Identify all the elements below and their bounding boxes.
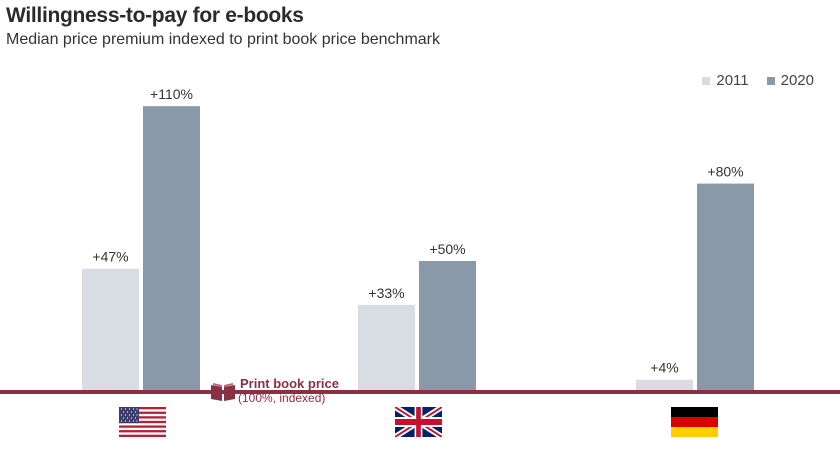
bar-2011-1 [358,304,415,390]
bar-label-2020-2: +80% [707,164,743,180]
chart-title: Willingness-to-pay for e-books [6,4,304,27]
legend-item-2020: 2020 [766,72,814,89]
bar-label-2020-1: +50% [429,241,465,257]
legend-swatch-2011 [702,76,711,85]
germany-flag-icon [671,407,718,437]
bar-2011-0 [82,268,139,390]
bar-2020-1 [419,261,476,390]
bar-label-2011-1: +33% [368,285,404,301]
legend-swatch-2020 [766,76,775,85]
bar-2020-2 [697,183,754,390]
legend-label-2011: 2011 [716,72,749,89]
reference-label: Print book price (100%, indexed) [210,377,339,405]
legend-label-2020: 2020 [780,72,814,89]
bar-label-2011-0: +47% [92,249,128,265]
book-icon [211,383,235,401]
bar-label-2020-0: +110% [150,86,193,102]
us-flag-icon [119,407,166,437]
chart-subtitle: Median price premium indexed to print bo… [6,31,440,48]
reference-label-main: Print book price [240,376,339,391]
bar-2020-0 [143,106,200,390]
legend: 2011 2020 [702,72,814,89]
bar-label-2011-2: +4% [650,360,678,376]
uk-flag-icon [395,407,442,437]
bar-2011-2 [636,379,693,390]
legend-item-2011: 2011 [702,72,749,89]
reference-label-sub: (100%, indexed) [238,391,326,405]
